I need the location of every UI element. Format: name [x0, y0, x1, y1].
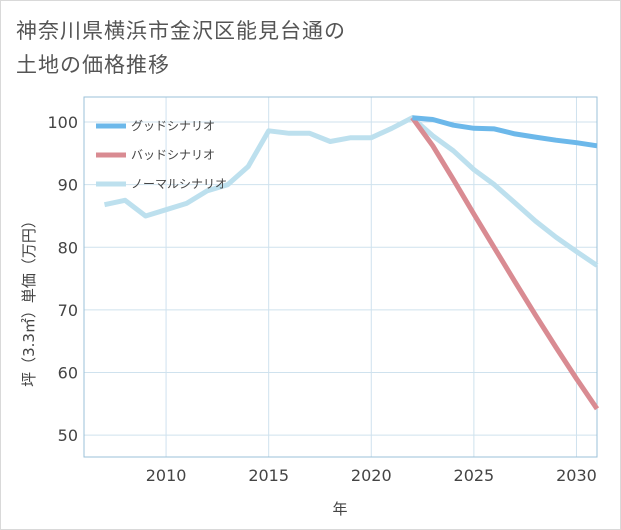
x-axis-title: 年 — [332, 500, 347, 518]
x-tick-label-2025: 2025 — [454, 466, 495, 485]
y-tick-label-90: 90 — [58, 176, 78, 195]
y-tick-label-100: 100 — [47, 113, 78, 132]
y-axis-ticks: 50 60 70 80 90 100 — [47, 113, 78, 445]
series-line-normal — [103, 115, 599, 268]
y-axis-title: 坪（3.3㎡）単価（万円） — [20, 213, 38, 387]
series-line-bad — [410, 116, 600, 411]
chart-title: 神奈川県横浜市金沢区能見台通の 土地の価格推移 — [16, 14, 516, 82]
legend: グッドシナリオ バッドシナリオ ノーマルシナリオ — [96, 119, 227, 191]
series-line-good — [412, 115, 598, 149]
plot-area-border — [83, 96, 598, 458]
legend-label-normal: ノーマルシナリオ — [131, 177, 227, 191]
y-tick-label-70: 70 — [58, 301, 78, 320]
x-tick-label-2030: 2030 — [556, 466, 597, 485]
series-lines — [103, 115, 600, 411]
y-tick-label-80: 80 — [58, 238, 78, 257]
x-tick-label-2020: 2020 — [351, 466, 392, 485]
legend-label-good: グッドシナリオ — [131, 119, 215, 133]
chart-title-line-2: 土地の価格推移 — [16, 53, 170, 77]
grid-lines — [84, 97, 597, 457]
x-axis-ticks: 2010 2015 2020 2025 2030 — [146, 466, 597, 485]
y-tick-label-50: 50 — [58, 426, 78, 445]
chart-title-line-1: 神奈川県横浜市金沢区能見台通の — [16, 19, 346, 43]
x-tick-label-2015: 2015 — [248, 466, 289, 485]
legend-label-bad: バッドシナリオ — [131, 148, 215, 162]
x-tick-label-2010: 2010 — [146, 466, 187, 485]
y-tick-label-60: 60 — [58, 363, 78, 382]
